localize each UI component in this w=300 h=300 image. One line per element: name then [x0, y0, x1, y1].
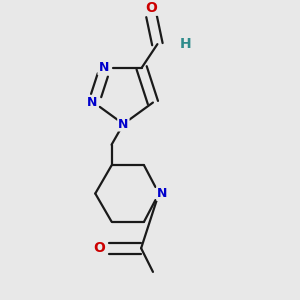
Text: H: H: [180, 37, 191, 51]
Text: N: N: [98, 61, 109, 74]
Text: O: O: [146, 1, 158, 15]
Text: N: N: [157, 187, 168, 200]
Text: O: O: [93, 241, 105, 255]
Text: N: N: [118, 118, 129, 130]
Text: N: N: [87, 96, 98, 109]
